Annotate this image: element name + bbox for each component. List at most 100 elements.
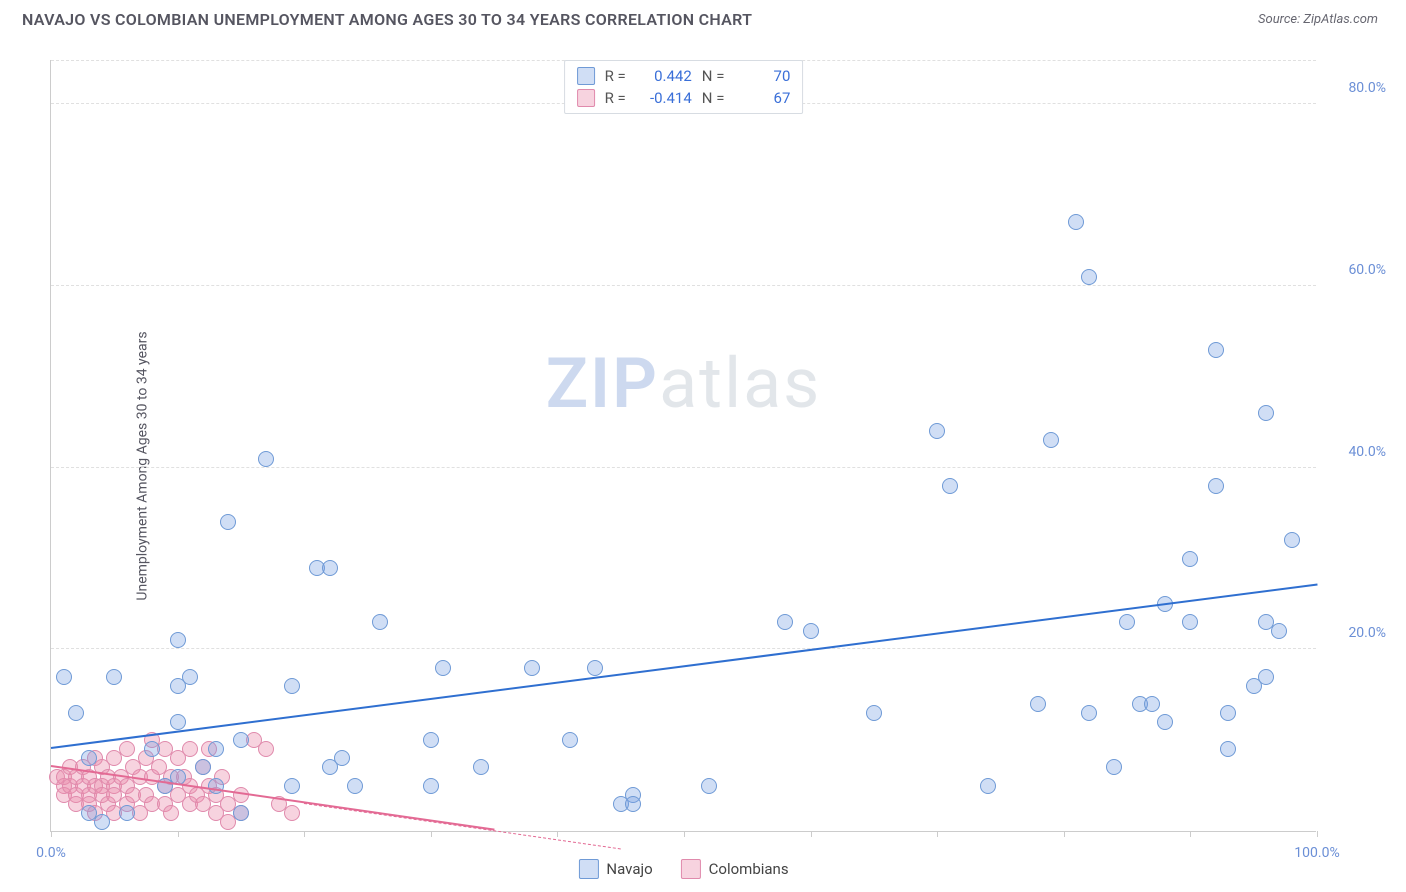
navajo-point: [1157, 714, 1173, 730]
navajo-point: [701, 778, 717, 794]
legend-colombians-label: Colombians: [709, 860, 789, 878]
navajo-point: [56, 669, 72, 685]
navajo-point: [866, 705, 882, 721]
stats-row-navajo: R = 0.442 N = 70: [577, 65, 791, 87]
navajo-point: [233, 732, 249, 748]
colombians-point: [284, 805, 300, 821]
navajo-point: [1258, 669, 1274, 685]
x-tick-mark: [178, 831, 179, 837]
navajo-point: [423, 732, 439, 748]
navajo-point: [942, 478, 958, 494]
n-label: N =: [702, 89, 725, 107]
colombians-swatch: [577, 89, 595, 107]
x-tick-mark: [684, 831, 685, 837]
y-tick-label: 80.0%: [1326, 80, 1386, 96]
colombians-point: [163, 805, 179, 821]
navajo-point: [1030, 696, 1046, 712]
navajo-point: [473, 759, 489, 775]
x-tick-mark: [937, 831, 938, 837]
navajo-point: [1208, 342, 1224, 358]
navajo-trendline: [51, 584, 1317, 749]
colombians-trendline-ext: [304, 803, 621, 849]
navajo-point: [220, 514, 236, 530]
colombians-point: [258, 741, 274, 757]
x-tick-mark: [51, 831, 52, 837]
navajo-point: [1220, 705, 1236, 721]
navajo-point: [233, 805, 249, 821]
colombians-point: [119, 741, 135, 757]
chart-container: Unemployment Among Ages 30 to 34 years Z…: [0, 40, 1406, 892]
navajo-point: [119, 805, 135, 821]
navajo-point: [284, 778, 300, 794]
x-tick-mark: [1190, 831, 1191, 837]
navajo-point: [980, 778, 996, 794]
navajo-point: [1208, 478, 1224, 494]
source-attribution: Source: ZipAtlas.com: [1258, 12, 1378, 27]
navajo-swatch: [578, 859, 598, 879]
navajo-point: [1106, 759, 1122, 775]
legend-navajo-label: Navajo: [606, 860, 652, 878]
stats-row-colombians: R = -0.414 N = 67: [577, 87, 791, 109]
navajo-point: [170, 714, 186, 730]
colombians-swatch: [681, 859, 701, 879]
x-tick-label: 100.0%: [1294, 845, 1339, 861]
gridline: [51, 285, 1316, 286]
y-tick-label: 20.0%: [1326, 625, 1386, 641]
navajo-point: [182, 669, 198, 685]
navajo-point: [929, 423, 945, 439]
navajo-point: [1144, 696, 1160, 712]
chart-title: NAVAJO VS COLOMBIAN UNEMPLOYMENT AMONG A…: [22, 10, 752, 29]
navajo-point: [1043, 432, 1059, 448]
navajo-point: [106, 669, 122, 685]
navajo-point: [423, 778, 439, 794]
watermark-atlas: atlas: [659, 343, 821, 425]
colombians-r-value: -0.414: [636, 89, 692, 107]
navajo-swatch: [577, 67, 595, 85]
navajo-r-value: 0.442: [636, 67, 692, 85]
watermark: ZIPatlas: [546, 343, 822, 425]
gridline: [51, 467, 1316, 468]
navajo-point: [803, 623, 819, 639]
x-tick-mark: [557, 831, 558, 837]
navajo-point: [94, 814, 110, 830]
navajo-point: [81, 750, 97, 766]
navajo-point: [1081, 705, 1097, 721]
x-tick-mark: [304, 831, 305, 837]
y-tick-label: 60.0%: [1326, 262, 1386, 278]
plot-area: ZIPatlas R = 0.442 N = 70 R = -0.414 N =…: [50, 60, 1316, 832]
navajo-point: [1271, 623, 1287, 639]
n-label: N =: [702, 67, 725, 85]
x-tick-mark: [431, 831, 432, 837]
y-tick-label: 40.0%: [1326, 444, 1386, 460]
navajo-point: [777, 614, 793, 630]
navajo-point: [1119, 614, 1135, 630]
navajo-point: [1182, 551, 1198, 567]
navajo-n-value: 70: [734, 67, 790, 85]
navajo-point: [435, 660, 451, 676]
r-label: R =: [605, 89, 626, 107]
stats-box: R = 0.442 N = 70 R = -0.414 N = 67: [564, 60, 804, 114]
navajo-point: [68, 705, 84, 721]
colombians-n-value: 67: [734, 89, 790, 107]
x-tick-label: 0.0%: [36, 845, 66, 861]
navajo-point: [1258, 405, 1274, 421]
watermark-zip: ZIP: [546, 343, 659, 425]
colombians-point: [182, 741, 198, 757]
x-tick-mark: [1317, 831, 1318, 837]
navajo-point: [170, 632, 186, 648]
legend: Navajo Colombians: [578, 859, 788, 879]
navajo-point: [1068, 214, 1084, 230]
legend-item-navajo: Navajo: [578, 859, 652, 879]
navajo-point: [1284, 532, 1300, 548]
navajo-point: [195, 759, 211, 775]
navajo-point: [144, 741, 160, 757]
navajo-point: [322, 560, 338, 576]
navajo-point: [562, 732, 578, 748]
navajo-point: [524, 660, 540, 676]
navajo-point: [347, 778, 363, 794]
legend-item-colombians: Colombians: [681, 859, 789, 879]
r-label: R =: [605, 67, 626, 85]
navajo-point: [208, 741, 224, 757]
navajo-point: [1220, 741, 1236, 757]
x-tick-mark: [811, 831, 812, 837]
